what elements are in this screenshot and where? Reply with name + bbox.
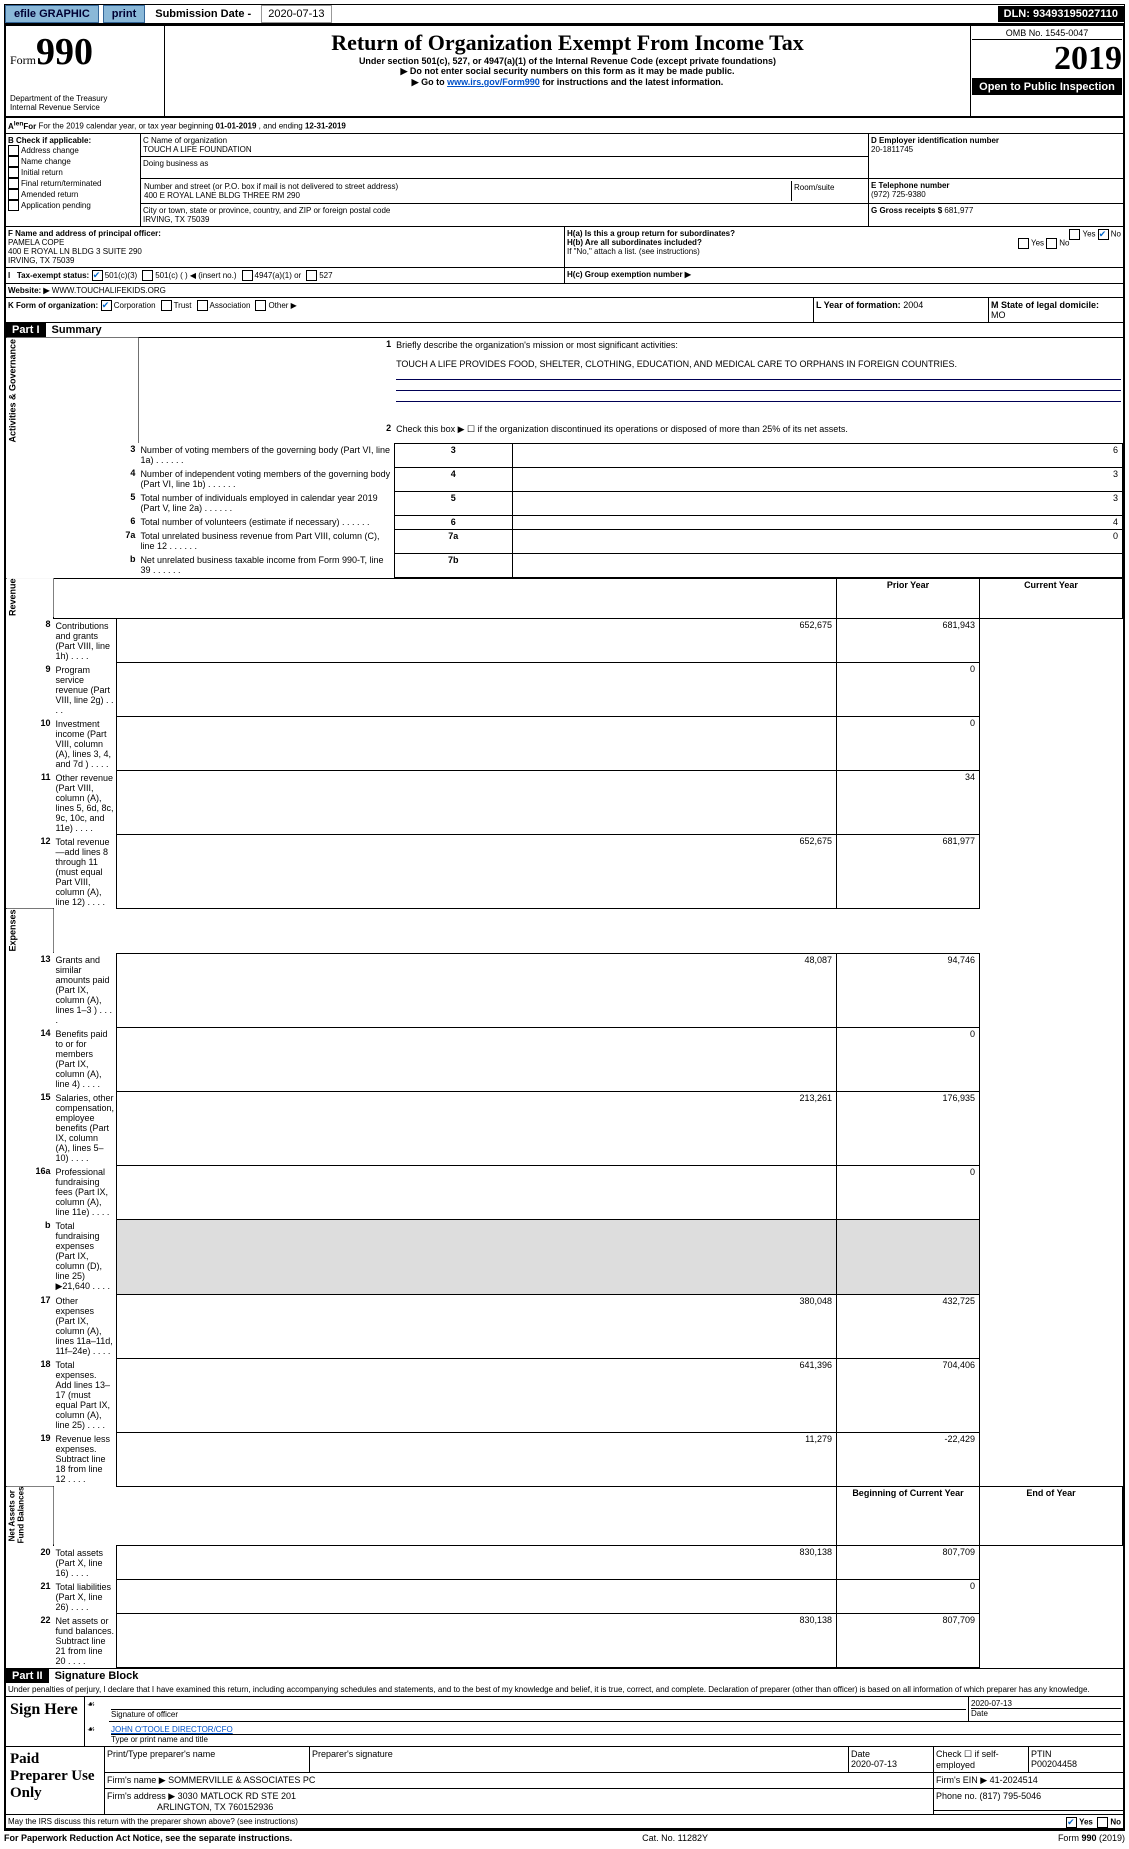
p-h2: Preparer's signature <box>310 1747 849 1773</box>
submission-date: 2020-07-13 <box>261 5 331 23</box>
print-button[interactable]: print <box>103 5 145 23</box>
form990-link[interactable]: www.irs.gov/Form990 <box>447 77 540 87</box>
dba-label: Doing business as <box>143 159 866 168</box>
paid-preparer: Paid Preparer Use Only <box>10 1751 100 1802</box>
hdr-current: Current Year <box>980 578 1123 618</box>
form-subtitle: Under section 501(c), 527, or 4947(a)(1)… <box>169 56 966 66</box>
firm-ein: 41-2024514 <box>990 1775 1038 1785</box>
g-receipts: G Gross receipts $ 681,977 <box>871 206 1121 215</box>
footer: For Paperwork Reduction Act Notice, see … <box>4 1831 1125 1845</box>
officer-addr: 400 E ROYAL LN BLDG 3 SUITE 290 <box>8 247 562 256</box>
addr-label: Number and street (or P.O. box if mail i… <box>144 182 790 191</box>
p-h1: Print/Type preparer's name <box>105 1747 310 1773</box>
sign-here: Sign Here <box>10 1701 80 1719</box>
part2-header: Part IISignature Block <box>6 1668 1123 1683</box>
chk-initial[interactable]: Initial return <box>8 167 138 178</box>
phone: (972) 725-9380 <box>871 190 1121 199</box>
dln: DLN: 93493195027110 <box>998 6 1124 22</box>
side-expenses: Expenses <box>6 909 54 954</box>
chk-name[interactable]: Name change <box>8 156 138 167</box>
org-name: TOUCH A LIFE FOUNDATION <box>143 145 866 154</box>
addr-value: 400 E ROYAL LANE BLDG THREE RM 290 <box>144 191 790 200</box>
declaration: Under penalties of perjury, I declare th… <box>6 1683 1123 1697</box>
chk-501c3[interactable] <box>92 270 103 281</box>
firm-name: SOMMERVILLE & ASSOCIATES PC <box>168 1775 315 1785</box>
h-c: H(c) Group exemption number ▶ <box>567 270 1121 279</box>
line-j: Website: ▶ WWW.TOUCHALIFEKIDS.ORG <box>6 284 1123 298</box>
part1-header: Part ISummary <box>6 323 1123 338</box>
ptin: P00204458 <box>1031 1759 1077 1769</box>
firm-addr: 3030 MATLOCK RD STE 201 <box>178 1791 296 1801</box>
ein: 20-1811745 <box>871 145 1121 154</box>
line-l: L Year of formation: 2004 <box>814 298 989 323</box>
h-b: H(b) Are all subordinates included? Yes … <box>567 238 1121 247</box>
chk-amended[interactable]: Amended return <box>8 189 138 200</box>
f-label: F Name and address of principal officer: <box>8 229 562 238</box>
c-name-label: C Name of organization <box>143 136 866 145</box>
chk-pending[interactable]: Application pending <box>8 200 138 211</box>
d-label: D Employer identification number <box>871 136 1121 145</box>
side-revenue: Revenue <box>6 578 54 618</box>
hdr-end: End of Year <box>980 1486 1123 1545</box>
efile-button[interactable]: efile GRAPHIC <box>5 5 99 23</box>
section-b-label: B Check if applicable: <box>8 136 138 145</box>
open-public: Open to Public Inspection <box>972 78 1122 95</box>
p-h4: Check ☐ if self-employed <box>934 1747 1029 1773</box>
side-netassets: Net Assets or Fund Balances <box>6 1486 54 1545</box>
line-a: AlenForFor the 2019 calendar year, or ta… <box>6 118 1123 134</box>
tax-year: 2019 <box>972 40 1122 78</box>
discuss-line: May the IRS discuss this return with the… <box>6 1815 1123 1829</box>
line2: Check this box ▶ ☐ if the organization d… <box>394 422 1122 443</box>
officer-city: IRVING, TX 75039 <box>8 256 562 265</box>
discuss-no[interactable] <box>1097 1817 1108 1828</box>
line1-text: Briefly describe the organization's miss… <box>396 340 678 350</box>
mission: TOUCH A LIFE PROVIDES FOOD, SHELTER, CLO… <box>396 359 957 369</box>
sign-date: 2020-07-13 <box>971 1699 1121 1708</box>
i-label: I Tax-exempt status: <box>8 271 89 280</box>
room-label: Room/suite <box>794 183 864 192</box>
k-label: K Form of organization: <box>8 301 98 310</box>
firm-phone: (817) 795-5046 <box>980 1791 1042 1801</box>
note-ssn: ▶ Do not enter social security numbers o… <box>169 66 966 77</box>
city-value: IRVING, TX 75039 <box>143 215 866 224</box>
note-link: ▶ Go to www.irs.gov/Form990 for instruct… <box>169 77 966 88</box>
officer-name-link[interactable]: JOHN O'TOOLE DIRECTOR/CFO <box>111 1725 233 1734</box>
h-a: H(a) Is this a group return for subordin… <box>567 229 1121 238</box>
omb-number: OMB No. 1545-0047 <box>972 27 1122 40</box>
discuss-yes[interactable] <box>1066 1817 1077 1828</box>
chk-final[interactable]: Final return/terminated <box>8 178 138 189</box>
e-label: E Telephone number <box>871 181 1121 190</box>
line-m: M State of legal domicile: MO <box>989 298 1124 323</box>
dept-label: Department of the Treasury Internal Reve… <box>10 94 160 112</box>
form-title: Return of Organization Exempt From Incom… <box>169 30 966 56</box>
officer-name: PAMELA COPE <box>8 238 562 247</box>
submission-label: Submission Date - <box>149 6 257 22</box>
city-label: City or town, state or province, country… <box>143 206 866 215</box>
form-number: Form990 <box>10 30 160 74</box>
top-toolbar: efile GRAPHIC print Submission Date - 20… <box>4 4 1125 24</box>
chk-address[interactable]: Address change <box>8 145 138 156</box>
sig-line: Signature of officer <box>111 1709 966 1719</box>
form-container: Form990 Department of the Treasury Inter… <box>4 24 1125 1831</box>
hdr-beginning: Beginning of Current Year <box>837 1486 980 1545</box>
side-governance: Activities & Governance <box>6 338 138 444</box>
hdr-prior: Prior Year <box>837 578 980 618</box>
